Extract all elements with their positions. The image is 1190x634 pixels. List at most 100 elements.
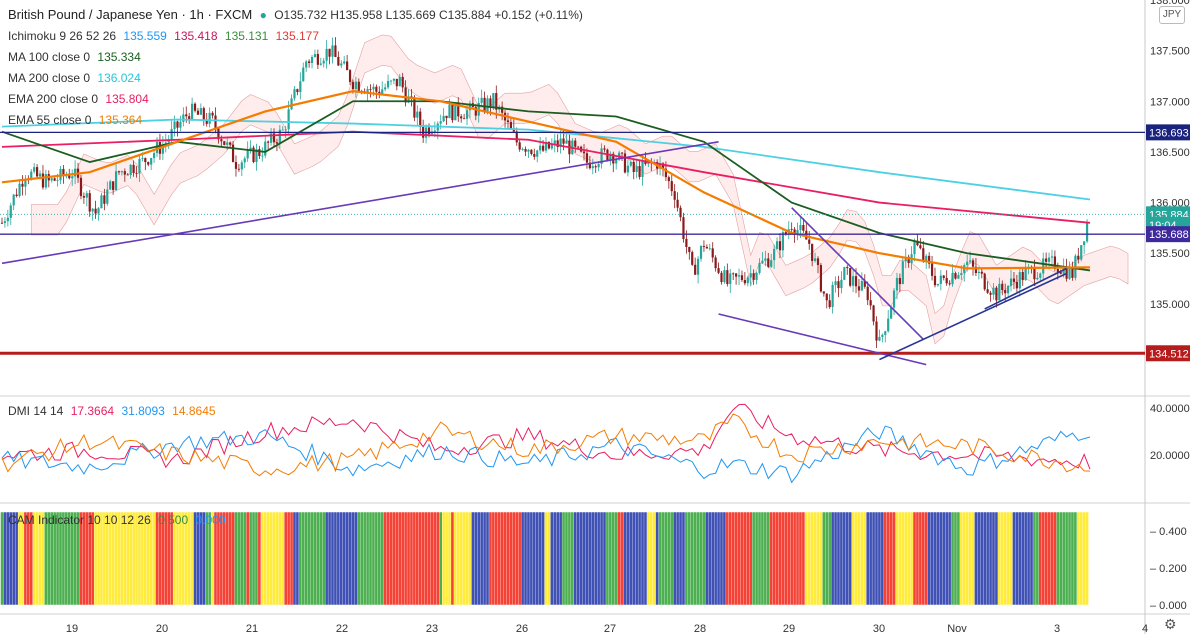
cam-bar <box>930 512 934 605</box>
cam-bar <box>465 512 469 605</box>
candle-body <box>539 145 542 151</box>
cam-bar <box>872 512 875 605</box>
cam-bar <box>579 512 583 605</box>
symbol-title[interactable]: British Pound / Japanese Yen · 1h · FXCM <box>8 7 253 22</box>
candle-body <box>229 142 232 145</box>
cam-bar <box>573 512 577 605</box>
candle-body <box>129 164 132 176</box>
cam-bar <box>711 512 715 605</box>
candle-body <box>331 45 334 57</box>
cam-bar <box>258 512 261 605</box>
cam-bar <box>664 512 668 605</box>
indicator-ichimoku[interactable]: Ichimoku 9 26 52 26 135.559 135.418 135.… <box>8 29 323 43</box>
candle-body <box>316 54 319 65</box>
cam-bar <box>392 512 396 605</box>
candle-body <box>1015 281 1018 289</box>
cam-bar <box>275 512 279 605</box>
candle-body <box>451 104 454 121</box>
candle-body <box>132 164 135 173</box>
time-tick-label: 27 <box>604 623 616 634</box>
candle-body <box>536 150 539 157</box>
cam-bar <box>351 512 355 605</box>
ma100-label: MA 100 close 0 <box>8 50 91 64</box>
candle-body <box>375 86 378 92</box>
candle-body <box>562 138 565 144</box>
candle-body <box>1012 278 1016 282</box>
cam-bar <box>427 512 431 605</box>
candle-body <box>191 103 194 120</box>
candle-body <box>998 283 1001 301</box>
candle-body <box>381 89 384 95</box>
indicator-ema55[interactable]: EMA 55 close 0 135.364 <box>8 113 146 127</box>
candle-body <box>185 114 188 117</box>
candle-body <box>761 260 764 264</box>
candle-body <box>348 70 352 82</box>
candle-body <box>840 279 843 289</box>
cam-bar <box>29 512 33 605</box>
cam-v1: 0.500 <box>158 513 189 527</box>
candle-body <box>717 268 720 273</box>
cam-bar <box>538 512 542 605</box>
candle-body <box>986 289 989 293</box>
settings-gear-icon[interactable]: ⚙ <box>1164 616 1177 632</box>
price-tag-box <box>1146 345 1190 362</box>
candle-body <box>773 248 776 261</box>
candle-body <box>1068 266 1071 279</box>
indicator-ma100[interactable]: MA 100 close 0 135.334 <box>8 50 145 64</box>
candle-body <box>351 81 355 90</box>
candle-body <box>641 160 644 177</box>
cam-bar <box>983 512 987 605</box>
cam-tick-label: – 0.200 <box>1150 563 1187 575</box>
ichimoku-label: Ichimoku 9 26 52 26 <box>8 29 117 43</box>
candle-body <box>849 268 852 286</box>
candle-body <box>676 199 679 208</box>
candle-body <box>269 133 273 143</box>
cam-bar <box>1018 512 1022 605</box>
indicator-dmi[interactable]: DMI 14 14 17.3664 31.8093 14.8645 <box>8 404 220 418</box>
cam-bar <box>518 512 521 605</box>
cam-bar <box>138 512 141 605</box>
cam-bar <box>217 512 220 605</box>
indicator-cam[interactable]: CAM Indicator 10 10 12 26 0.500 0.000 <box>8 513 230 527</box>
candle-body <box>682 217 685 239</box>
candle-body <box>898 277 901 285</box>
candle-body <box>901 261 904 285</box>
candle-body <box>705 246 708 249</box>
cam-bar <box>249 512 252 605</box>
cam-bar <box>18 512 21 605</box>
candle-body <box>702 246 706 247</box>
candle-body <box>667 177 670 182</box>
cam-bar <box>866 512 870 605</box>
cam-bar <box>407 512 410 605</box>
cam-bar <box>708 512 712 605</box>
candle-body <box>1036 277 1039 280</box>
indicator-ma200[interactable]: MA 200 close 0 136.024 <box>8 71 145 85</box>
indicator-ema200[interactable]: EMA 200 close 0 135.804 <box>8 92 153 106</box>
cam-bar <box>606 512 609 605</box>
cam-bar <box>921 512 925 605</box>
cam-bar <box>363 512 366 605</box>
cam-bar <box>611 512 615 605</box>
currency-badge[interactable]: JPY <box>1159 6 1185 24</box>
cam-label: CAM Indicator 10 10 12 26 <box>8 513 151 527</box>
cam-bar <box>433 512 437 605</box>
candle-body <box>252 147 255 163</box>
cam-bar <box>819 512 823 605</box>
cam-bar <box>225 512 229 605</box>
cam-bar <box>752 512 755 605</box>
cam-bar <box>620 512 624 605</box>
cam-bar <box>998 512 1001 605</box>
cam-bar <box>787 512 791 605</box>
candle-body <box>577 146 580 148</box>
candle-body <box>708 248 711 250</box>
cam-bar <box>366 512 369 605</box>
candle-body <box>468 103 472 111</box>
candle-body <box>9 205 12 218</box>
candle-body <box>433 130 436 132</box>
cam-bar <box>190 512 194 605</box>
cam-bar <box>541 512 545 605</box>
cam-bar <box>88 512 92 605</box>
cam-bar <box>933 512 937 605</box>
candle-body <box>492 93 495 108</box>
